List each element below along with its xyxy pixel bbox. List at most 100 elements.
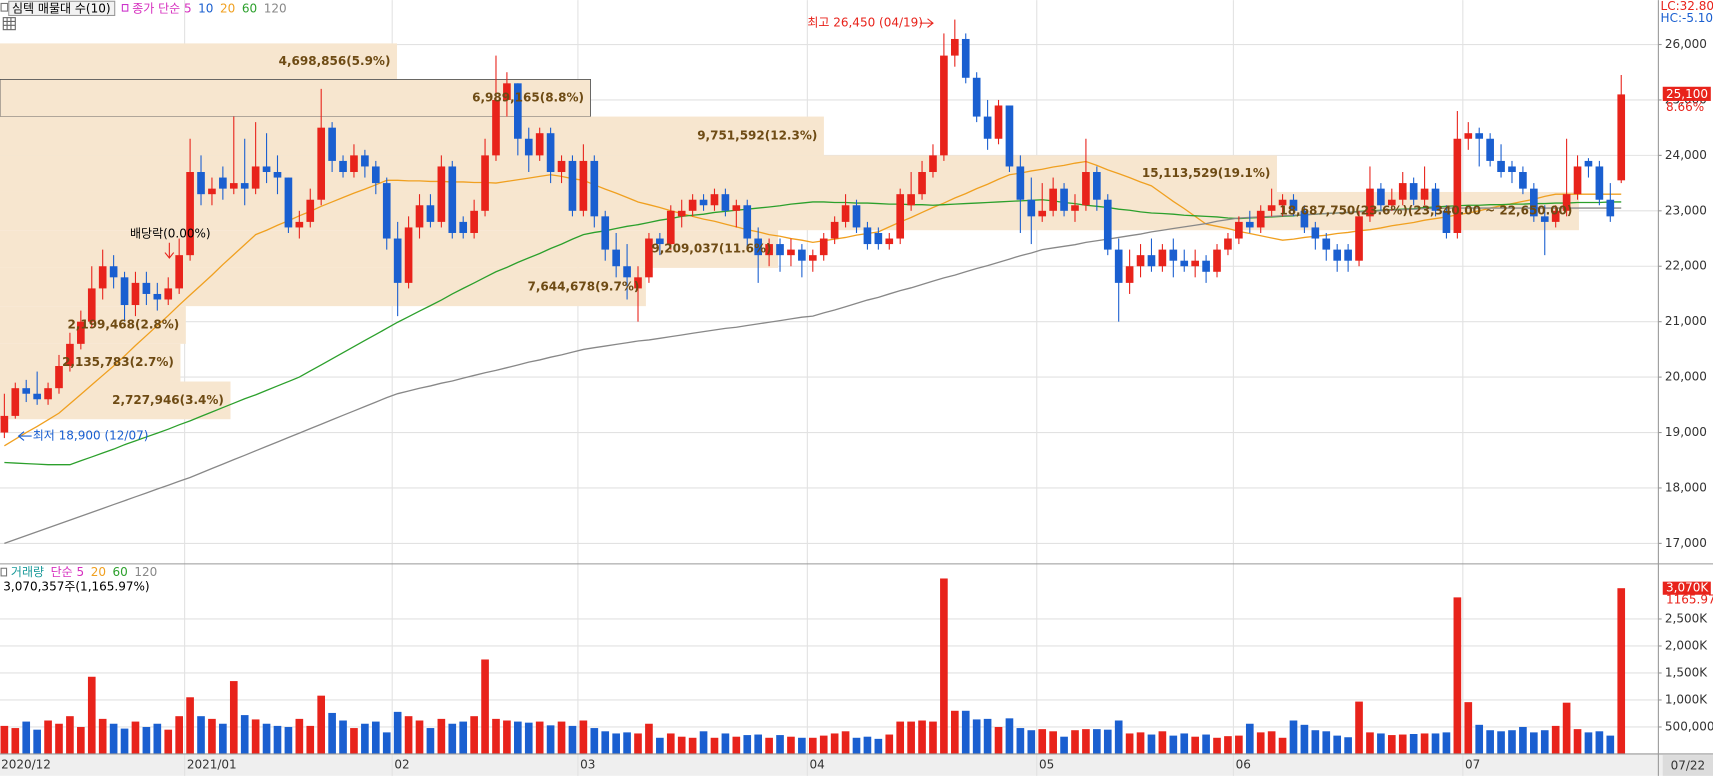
volume-bar [481,659,489,754]
candle-body [546,133,555,173]
candle-body [1551,210,1560,222]
candle-body [437,166,446,222]
x-tick-label: 07 [1465,757,1480,771]
candle-body [1497,160,1505,173]
x-tick-label: 02 [394,757,409,771]
grid-layer [0,0,1662,776]
volume-bar [1224,736,1232,754]
volume-legend-entry: 20 [91,565,106,579]
volume-bar [1082,729,1090,754]
volume-bar [339,720,347,754]
hc-label: HC:-5.10 [1661,11,1713,25]
candle-body [983,116,992,139]
candle-body [1464,133,1473,139]
volume-bar [950,710,959,754]
volume-bar [1311,730,1320,754]
candle-body [688,199,697,211]
volume-bar [1071,730,1079,754]
volume-bar [1333,735,1342,754]
volume-bar [874,738,883,754]
volume-bar [503,720,511,754]
volume-bar [437,718,446,754]
candle-body [1300,210,1309,228]
candle-body [492,99,500,156]
candle-body [404,227,413,283]
candle-body [1136,255,1145,267]
volume-bar [776,735,784,754]
candle-body [885,238,894,245]
volume-bar [175,716,183,754]
volume-bar [688,737,697,754]
volume-bar [514,721,522,754]
volume-bar [524,722,533,754]
volume-legend-entry: 60 [113,565,128,579]
volume-bar [677,736,686,754]
candle-body [852,205,861,228]
candle-body [1071,205,1079,211]
volume-bar [568,725,577,754]
candle-body [371,166,380,184]
candle-body [1027,199,1036,217]
volume-bar [1267,731,1276,754]
title-box[interactable] [8,0,116,17]
volume-bar [306,725,315,754]
volume-bar [1409,733,1418,754]
dividend-arrow [164,242,175,259]
candle-body [808,255,817,261]
volume-bar [33,729,41,754]
volume-profile-label: 9,751,592(12.3%) [697,128,817,142]
candle-body [1213,249,1221,272]
volume-bar [1431,733,1440,754]
volume-bar [44,720,52,754]
candle-body [1409,183,1418,200]
candle-body [961,38,970,78]
x-tick-label: 2021/01 [187,757,237,771]
volume-bar [98,718,107,754]
volume-profile-band [0,43,398,80]
volume-bar [186,697,194,754]
candle-body [557,160,566,173]
volume-bar [0,725,9,754]
candle-body [1114,249,1123,283]
candle-body [251,166,260,189]
table-icon[interactable] [2,17,16,31]
candle-body [55,366,63,389]
candle-body [164,288,173,300]
volume-profile-label: 7,644,678(9.7%) [528,280,640,294]
candle-body [1038,210,1047,217]
volume-bar [721,733,730,754]
volume-tick-label: 1,500K [1665,665,1708,679]
candle-body [907,194,915,206]
volume-bar [1235,735,1243,754]
volume-bar [1093,729,1101,754]
price-tag-box [1662,86,1711,101]
candle-body [1355,216,1363,261]
volume-bar [459,721,468,754]
volume-bar [1530,732,1538,754]
volume-bar [1060,736,1068,754]
volume-bar [1278,737,1287,754]
legend-entry: 종가 단순 5 [132,1,191,15]
volume-bar [1562,702,1571,754]
volume-bar [1464,702,1473,754]
volume-profile-label: 6,989,165(8.8%) [472,91,584,105]
candle-body [1606,199,1615,217]
ma-layer [4,160,1622,544]
candle-body [0,415,9,433]
candle-body [1245,221,1254,228]
moving-average [4,207,1622,544]
candle-body [306,199,315,222]
volume-profile-label: 18,687,750(23.6%)(23,340.00 ~ 22,650.00) [1279,204,1572,218]
volume-layer [0,578,1626,754]
candle-body [1267,205,1276,211]
volume-bar [404,716,413,754]
candle-body [1235,221,1243,239]
candle-body [393,238,402,283]
volume-bar [1606,735,1615,754]
candle-body [1180,260,1189,267]
candle-layer [0,19,1626,439]
candle-body [44,388,52,400]
volume-profile-label: 9,209,037(11.6%) [651,242,771,256]
volume-bar [1540,730,1549,754]
date-axis-bg [0,753,1713,776]
